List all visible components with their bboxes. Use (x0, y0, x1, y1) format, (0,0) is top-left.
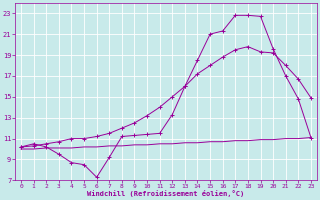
X-axis label: Windchill (Refroidissement éolien,°C): Windchill (Refroidissement éolien,°C) (87, 190, 244, 197)
